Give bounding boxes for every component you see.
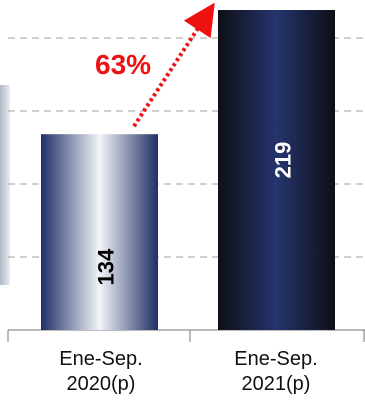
growth-arrow	[132, 2, 215, 128]
bar-2020	[41, 134, 158, 330]
decorative-side-strip	[0, 85, 10, 285]
category-label-line: 2021(p)	[241, 373, 311, 395]
category-label-line: 2020(p)	[66, 373, 136, 395]
category-label-line: Ene-Sep.	[59, 348, 143, 370]
category-label-line: Ene-Sep.	[234, 348, 318, 370]
data-label-2020: 134	[93, 248, 118, 285]
data-label-2021: 219	[270, 142, 295, 179]
category-label-2021: Ene-Sep. 2021(p)	[211, 347, 341, 397]
bar-2021	[218, 10, 335, 330]
category-label-2020: Ene-Sep. 2020(p)	[36, 347, 166, 397]
growth-annotation: 63%	[95, 49, 152, 80]
